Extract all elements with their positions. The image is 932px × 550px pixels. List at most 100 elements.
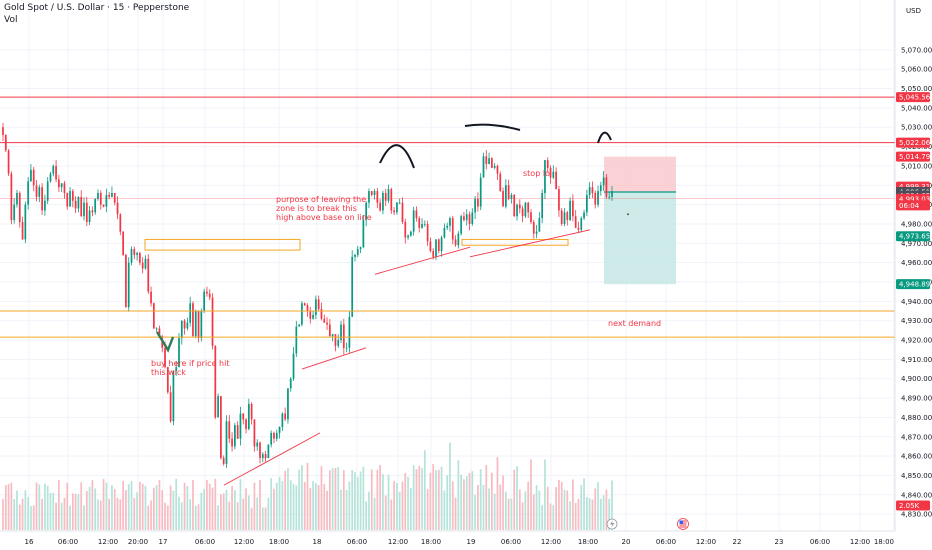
volume-bar (139, 481, 141, 530)
volume-bar (317, 485, 320, 530)
candle-body (158, 328, 161, 337)
volume-bar (35, 482, 38, 530)
price-tag-label: 4,973.65 (899, 233, 930, 241)
price-tick-label: 5,040.00 (901, 104, 932, 112)
candle-body (113, 193, 116, 203)
volume-bar (465, 476, 468, 530)
candle-body (10, 173, 13, 221)
volume-bar (239, 479, 242, 530)
lightning-icon[interactable] (606, 518, 618, 530)
volume-bar (194, 505, 197, 530)
us-flag-event-icon[interactable] (677, 518, 689, 530)
candle-body (303, 303, 306, 306)
volume-bar (602, 495, 605, 530)
buy-note-text[interactable]: buy here if price hit this wick (151, 359, 230, 377)
volume-bar (292, 483, 295, 530)
volume-bar (44, 483, 46, 530)
drawing-lines[interactable] (0, 96, 895, 486)
candle-body (231, 438, 233, 447)
drawing-zones[interactable] (144, 156, 676, 285)
arrow-marker (155, 331, 175, 353)
volume-bar (443, 490, 446, 530)
volume-bar (546, 486, 549, 530)
candle-body (88, 210, 91, 223)
candle-body (440, 237, 443, 252)
candle-body (507, 185, 510, 199)
stop-loss-text[interactable]: stop lo (523, 169, 550, 178)
candle-body (150, 291, 152, 304)
volume-bar (566, 490, 569, 530)
price-tag-label: 5,045.56 (899, 94, 931, 102)
price-tick-label: 4,940.00 (901, 298, 932, 306)
candle-body (127, 262, 130, 308)
candle-body (513, 194, 516, 217)
candle-body (166, 367, 169, 393)
candle-body (18, 193, 21, 223)
candle-body (24, 204, 27, 240)
next-demand-text[interactable]: next demand (608, 319, 662, 328)
candle-body (401, 202, 404, 223)
volume-bar (588, 498, 591, 530)
time-tick-label: 06:00 (656, 538, 676, 546)
candle-body (326, 322, 328, 325)
volume-bar (71, 493, 74, 530)
volume-bar (516, 466, 518, 530)
price-axis[interactable]: USD 5,070.00 5,060.00 5,050.00 5,040.00 5,03… (894, 0, 932, 550)
candle-body (278, 427, 281, 433)
volume-bar (597, 482, 599, 530)
volume-bar (401, 481, 404, 530)
candle-body (423, 223, 426, 225)
volume-bar (429, 472, 432, 530)
volume-bar (150, 500, 152, 530)
candle-body (152, 303, 155, 329)
volume-bar (208, 483, 211, 530)
volume-bar (605, 489, 608, 530)
candle-body (133, 249, 136, 255)
zone-note-text[interactable]: purpose of leaving the zone is to break … (276, 195, 372, 222)
candle-body (197, 311, 200, 339)
candle-body (382, 193, 384, 211)
volume-bar (362, 466, 365, 530)
volume-bar (88, 486, 91, 530)
volume-bar (125, 490, 127, 530)
candle-body (317, 299, 320, 310)
time-axis[interactable]: 16 06:00 12:00 20:00 17 06:00 12:00 18:00 18 06:0… (0, 530, 932, 550)
price-tick-label: 4,930.00 (901, 317, 932, 325)
volume-bar (97, 499, 99, 530)
volume-bar (83, 505, 85, 530)
time-tick-label: 12:00 (850, 538, 870, 546)
candle-body (454, 239, 457, 246)
candle-body (320, 309, 323, 319)
time-tick-label: 12:00 (234, 538, 254, 546)
volume-bar (197, 504, 200, 530)
volume-bar (21, 498, 24, 530)
volume-bar (320, 466, 323, 530)
candle-body (493, 165, 496, 168)
price-tick-label: 4,970.00 (901, 240, 932, 248)
candle-body (457, 233, 460, 246)
volume-bar (38, 484, 41, 530)
volume-bar (530, 459, 532, 530)
volume-bar (113, 488, 116, 530)
candle-body (91, 210, 94, 213)
volume-bar (524, 491, 527, 530)
reward-zone (604, 192, 676, 285)
volume-bar (261, 507, 264, 530)
volume-bar (552, 505, 555, 530)
candle-body (225, 421, 228, 464)
trend-line (223, 432, 321, 486)
volume-bar (220, 494, 222, 530)
volume-bar (435, 470, 437, 530)
time-tick-label: 06:00 (195, 538, 215, 546)
volume-bar (273, 488, 275, 530)
head-arc (597, 131, 612, 144)
volume-bar (608, 498, 611, 530)
candle-body (234, 425, 236, 447)
candle-body (362, 220, 365, 248)
price-tick-label: 5,070.00 (901, 46, 932, 54)
price-tick-label: 4,880.00 (901, 414, 932, 422)
volume-bar (169, 485, 172, 530)
volume-indicator-label[interactable]: Vol (4, 15, 18, 25)
time-tick-label: 12:00 (541, 538, 561, 546)
